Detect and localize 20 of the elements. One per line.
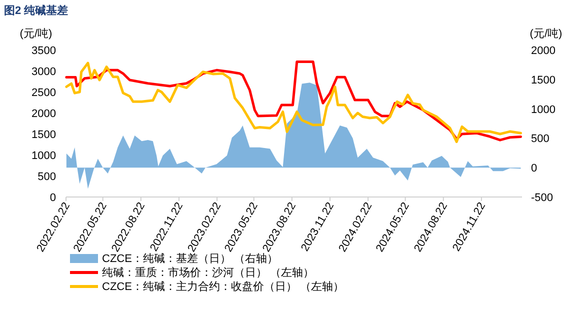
- y-tick-label: 2500: [32, 87, 56, 99]
- y2-tick-label: -500: [531, 192, 554, 204]
- y2-axis-title: (元/吨): [530, 27, 562, 40]
- legend-label: CZCE：纯碱：基差（日） （右轴）: [102, 252, 278, 265]
- y-axis-title: (元/吨): [20, 27, 52, 40]
- y-tick-label: 1000: [32, 150, 56, 162]
- y-tick-label: 3000: [32, 66, 56, 78]
- y-tick-label: 500: [38, 171, 56, 183]
- y2-tick-label: 1000: [531, 104, 556, 116]
- legend-label: 纯碱：重质：市场价：沙河（日） （左轴）: [102, 266, 314, 279]
- y2-tick-label: 2000: [531, 45, 556, 57]
- legend-label: CZCE：纯碱：主力合约：收盘价（日） （左轴）: [102, 280, 344, 293]
- chart-title: 图2 纯碱基差: [4, 4, 68, 17]
- y2-tick-label: 0: [531, 162, 538, 175]
- y-tick-label: 0: [50, 192, 56, 204]
- y2-tick-label: 1500: [531, 74, 556, 86]
- y-tick-label: 2000: [32, 108, 56, 120]
- y-tick-label: 3500: [32, 45, 56, 57]
- y2-tick-label: 500: [531, 133, 550, 146]
- y-tick-label: 1500: [32, 129, 56, 141]
